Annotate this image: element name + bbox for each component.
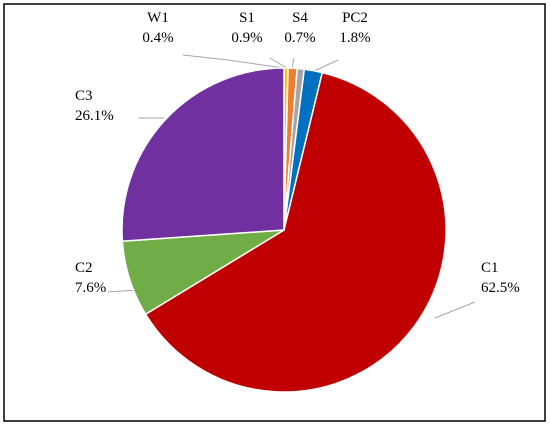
pie-slices [121,67,447,393]
slice-label-c3: C3 [75,88,93,104]
slice-label-pc2: PC2 [342,10,368,26]
leader-line-s1 [269,57,288,69]
slice-label-w1: W1 [147,10,169,26]
slice-percent-s4: 0.7% [284,30,315,46]
leader-line-c1 [434,301,476,319]
slice-percent-w1: 0.4% [142,30,173,46]
slice-percent-c1: 62.5% [481,280,520,296]
slice-c1 [144,71,447,393]
leader-line-w1 [182,54,285,69]
slice-percent-c2: 7.6% [75,280,106,296]
slice-label-c2: C2 [75,260,93,276]
slice-label-c1: C1 [481,260,499,276]
leader-line-s4 [291,57,295,69]
slice-label-s1: S1 [239,10,255,26]
slice-percent-c3: 26.1% [75,108,114,124]
leader-line-pc2 [311,59,339,73]
slice-label-s4: S4 [292,10,308,26]
slice-labels: W1 0.4% S1 0.9% S4 0.7% PC2 1.8% C1 62.5% C2 7.6% C3… [75,10,520,296]
slice-c3 [121,67,285,242]
slice-percent-pc2: 1.8% [339,30,370,46]
slice-percent-s1: 0.9% [231,30,262,46]
